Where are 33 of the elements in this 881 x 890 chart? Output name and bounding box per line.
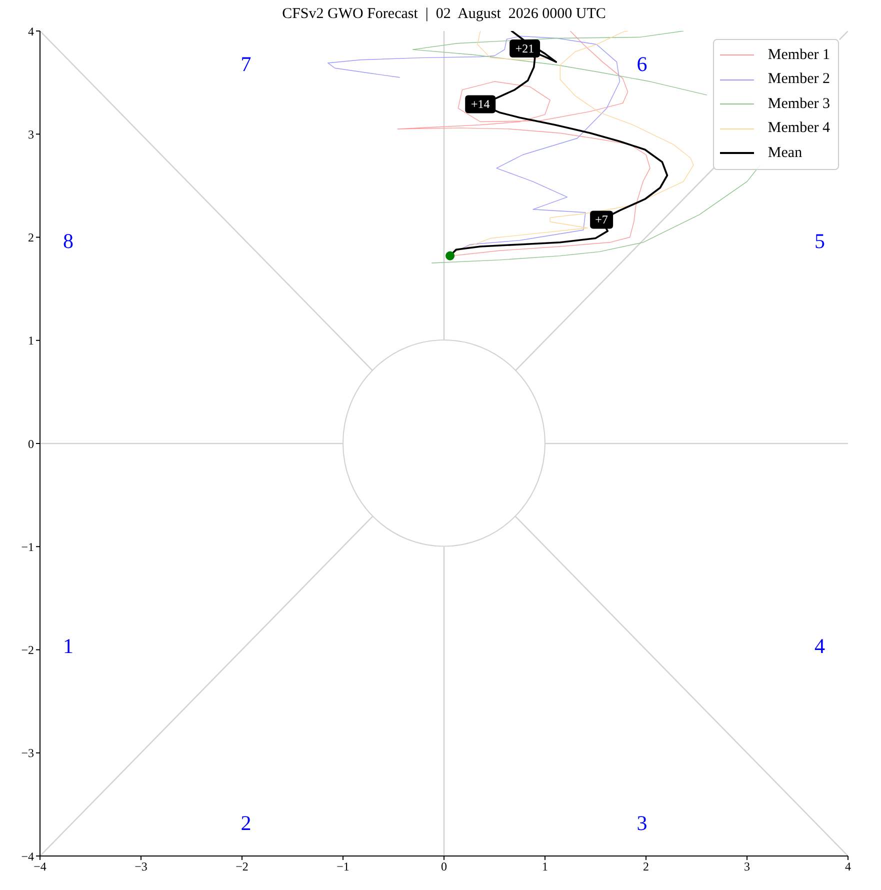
x-tick-label: −1	[336, 860, 350, 874]
annotation: 3	[636, 811, 648, 835]
annotation: 2	[240, 811, 252, 835]
legend-label: Mean	[768, 144, 802, 162]
chart-title: CFSv2 GWO Forecast | 02 August 2026 0000 UTC	[281, 6, 607, 23]
annotation: 8	[63, 229, 74, 254]
y-tick-label: −2	[21, 643, 34, 658]
legend-label: Member 2	[768, 71, 830, 88]
legend-label: Member 1	[768, 46, 830, 64]
y-tick-label: −3	[21, 746, 34, 760]
x-tick-label: 4	[845, 860, 851, 874]
annotation: 5	[814, 229, 825, 254]
y-tick-label: 4	[28, 24, 34, 38]
annotation: 7	[240, 52, 252, 76]
legend-label: Member 3	[768, 96, 830, 113]
x-tick-label: 1	[542, 860, 548, 874]
annotation: +7	[595, 212, 608, 227]
x-tick-label: 0	[441, 860, 447, 874]
annotation: 1	[63, 634, 74, 658]
y-tick-label: −4	[21, 849, 34, 864]
legend-label: Member 4	[768, 120, 830, 138]
x-tick-label: −2	[236, 860, 248, 874]
y-tick-label: 1	[28, 334, 34, 348]
x-tick-label: −3	[134, 860, 148, 874]
annotation: 4	[814, 634, 825, 658]
y-tick-label: 3	[28, 127, 34, 142]
annotation: 6	[636, 52, 648, 76]
y-tick-label: 0	[28, 436, 34, 451]
point	[446, 251, 455, 260]
x-tick-label: 3	[744, 860, 750, 874]
x-tick-label: 2	[643, 860, 649, 874]
y-tick-label: 2	[28, 230, 34, 245]
y-tick-label: −1	[21, 540, 34, 554]
